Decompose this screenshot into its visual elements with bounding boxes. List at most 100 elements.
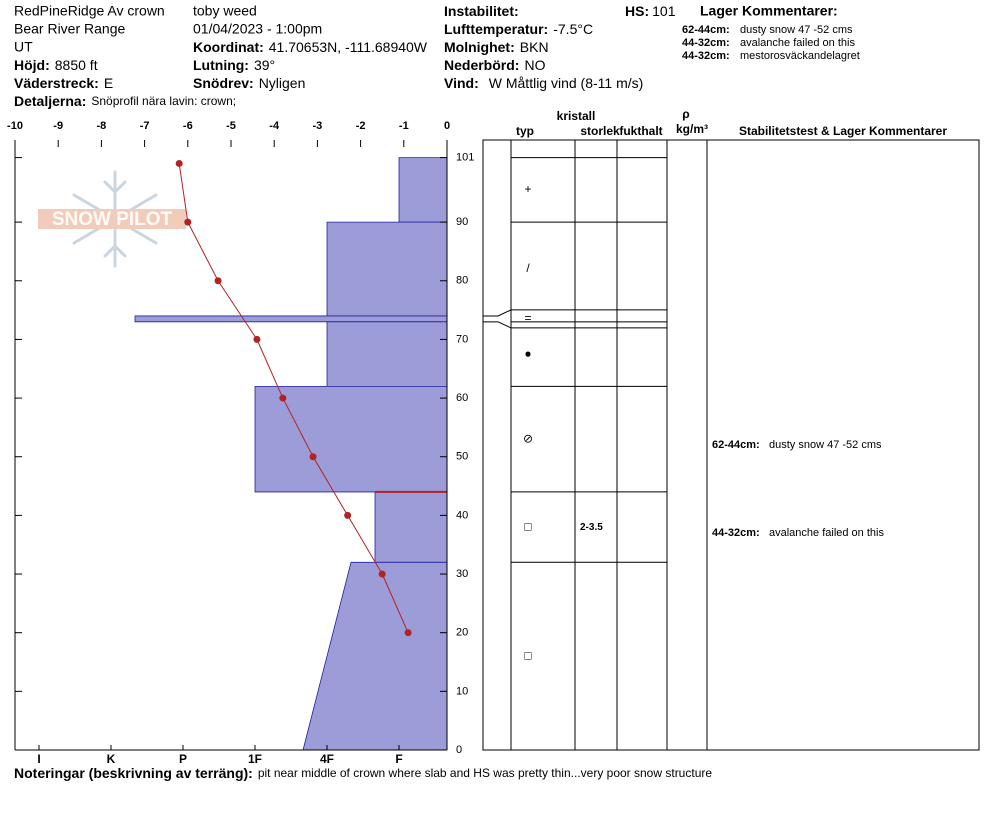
field-label: Koordinat: [193,39,264,55]
temperature-point [378,570,386,578]
field-label: Väderstreck: [14,75,99,91]
x-tick-label: -9 [53,120,63,132]
table-header: kristall [557,109,596,123]
temperature-point [404,629,412,637]
grain-type: □ [524,648,531,662]
hardness-tick-label: 1F [248,752,262,766]
text: Bear River Range [14,21,125,37]
y-tick-label: 30 [456,568,468,580]
temperature-point [279,394,287,402]
field: Nederbörd: NO [444,57,546,73]
field-label: Höjd: [14,57,50,73]
layer-comment-text: avalanche failed on this [740,37,855,49]
field: HS: 101 [625,3,676,19]
text: 01/04/2023 - 1:00pm [193,21,322,37]
field-value: BKN [520,39,549,55]
field-label: Lufttemperatur: [444,21,548,37]
hardness-tick-label: P [179,752,187,766]
layer-comment-label: 44-32cm: [682,37,730,49]
hardness-tick-label: I [37,752,40,766]
field-label: Vind: [444,75,479,91]
field-label: Nederbörd: [444,57,519,73]
hardness-layer [134,315,448,323]
grain-type: / [526,261,530,275]
field-label: HS: [625,3,649,19]
hardness-tick-label: 4F [320,752,334,766]
text: Lager Kommentarer: [700,3,838,19]
grain-type: □ [524,519,531,533]
field: Molnighet: BKN [444,39,549,55]
text: toby weed [193,3,257,19]
temperature-point [253,335,261,343]
x-tick-label: -8 [97,120,107,132]
field: Lutning: 39° [193,57,275,73]
field-value: 41.70653N, -111.68940W [269,39,428,55]
x-tick-label: -1 [399,120,409,132]
field: Vind: W Måttlig vind (8-11 m/s) [444,75,643,91]
field: Noteringar (beskrivning av terräng): pit … [14,765,712,781]
layer-comment-label: 44-32cm: [682,50,730,62]
field-value: 101 [652,3,676,19]
temperature-point [309,453,317,461]
table-comment-label: 62-44cm: [712,439,760,451]
grain-size: 2-3.5 [580,522,603,533]
y-tick-label: 70 [456,333,468,345]
x-tick-label: -10 [7,120,23,132]
temperature-point [175,159,183,167]
text: RedPineRidge Av crown [14,3,165,19]
hardness-layer [302,561,448,751]
table-header: fukthalt [619,124,662,138]
hardness-layer [398,157,448,223]
hardness-tick-label: F [395,752,402,766]
field-value: W Måttlig vind (8-11 m/s) [489,75,644,91]
field: Höjd: 8850 ft [14,57,98,73]
layer-connector [483,309,512,317]
field: Instabilitet: [444,3,519,19]
table-comment-label: 44-32cm: [712,527,760,539]
y-tick-label: 50 [456,451,468,463]
text: UT [14,39,33,55]
hardness-layer [326,221,448,317]
field: Detaljerna: Snöprofil nära lavin: crown; [14,93,236,109]
table-header: Stabilitetstest & Lager Kommentarer [739,124,947,138]
hardness-tick-label: K [107,752,116,766]
field-value: Snöprofil nära lavin: crown; [91,94,236,108]
layer-connector [483,321,512,329]
layer-comment-text: mestorosväckandelagret [740,50,860,62]
hardness-layer [254,385,448,493]
x-tick-label: 0 [444,120,450,132]
y-tick-label: 101 [456,152,474,164]
field-label: Molnighet: [444,39,515,55]
temperature-point [214,277,222,285]
logo [38,170,186,268]
field-value: NO [524,57,545,73]
temperature-point [184,218,192,226]
y-tick-label: 20 [456,627,468,639]
layer-comment-text: dusty snow 47 -52 cms [740,24,853,36]
table-header: ρ [682,107,689,121]
table-comment-text: avalanche failed on this [769,527,884,539]
x-tick-label: -4 [269,120,280,132]
x-tick-label: -7 [140,120,150,132]
field-value: E [104,75,113,91]
x-tick-label: -3 [313,120,323,132]
field-value: Nyligen [259,75,306,91]
y-tick-label: 0 [456,744,462,756]
table-frame [482,139,980,751]
temperature-point [344,511,352,519]
field-label: Detaljerna: [14,93,86,109]
x-tick-label: -2 [356,120,366,132]
field-value: pit near middle of crown where slab and … [258,766,713,780]
x-tick-label: -6 [183,120,193,132]
hardness-layer [374,491,448,563]
field: Snödrev: Nyligen [193,75,305,91]
field: Väderstreck: E [14,75,113,91]
table-header: kg/m³ [676,122,708,136]
field-label: Lutning: [193,57,249,73]
table-header: typ [516,124,534,138]
y-tick-label: 80 [456,275,468,287]
field-value: -7.5°C [553,21,593,37]
grain-type: + [524,182,531,196]
grain-type: ⊘ [523,431,533,445]
